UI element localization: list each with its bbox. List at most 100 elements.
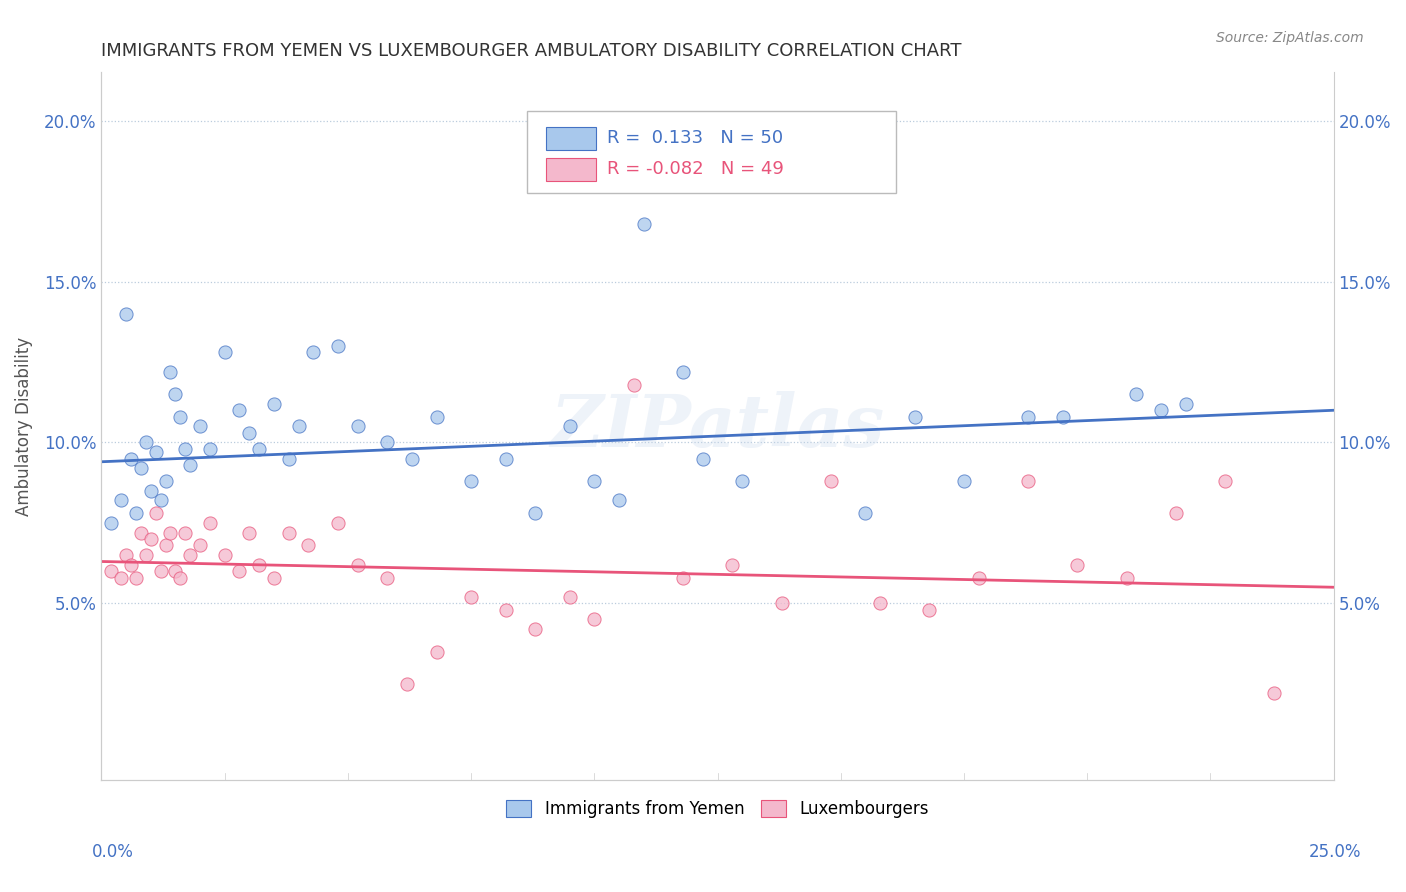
Point [263, 397, 285, 411]
Point [297, 538, 319, 552]
Point [426, 409, 449, 424]
Point [558, 419, 581, 434]
Point [129, 525, 152, 540]
Point [583, 612, 606, 626]
Point [139, 532, 162, 546]
Text: R =  0.133   N = 50: R = 0.133 N = 50 [606, 129, 783, 147]
Point [672, 365, 695, 379]
Point [100, 564, 122, 578]
Y-axis label: Ambulatory Disability: Ambulatory Disability [15, 337, 32, 516]
Point [125, 506, 148, 520]
Point [228, 564, 250, 578]
Point [120, 558, 142, 572]
Point [155, 538, 177, 552]
Point [401, 451, 423, 466]
Text: IMMIGRANTS FROM YEMEN VS LUXEMBOURGER AMBULATORY DISABILITY CORRELATION CHART: IMMIGRANTS FROM YEMEN VS LUXEMBOURGER AM… [101, 42, 962, 60]
Point [145, 445, 167, 459]
Point [607, 493, 630, 508]
Point [770, 596, 793, 610]
Text: R = -0.082   N = 49: R = -0.082 N = 49 [606, 161, 783, 178]
Point [820, 474, 842, 488]
Point [145, 506, 167, 520]
Point [238, 525, 260, 540]
Point [135, 435, 157, 450]
Point [149, 493, 172, 508]
Point [110, 571, 132, 585]
Point [1125, 387, 1147, 401]
Point [149, 564, 172, 578]
Point [1150, 403, 1173, 417]
Point [672, 571, 695, 585]
Point [179, 548, 201, 562]
Point [460, 590, 482, 604]
Point [623, 377, 645, 392]
Point [346, 419, 368, 434]
Point [1052, 409, 1074, 424]
Point [287, 419, 309, 434]
Point [165, 564, 187, 578]
Point [524, 622, 547, 636]
Point [396, 677, 419, 691]
Point [247, 442, 270, 456]
Point [228, 403, 250, 417]
Point [174, 442, 197, 456]
Point [188, 538, 211, 552]
Point [198, 516, 221, 530]
Point [120, 451, 142, 466]
Point [721, 558, 744, 572]
Point [129, 461, 152, 475]
Point [375, 571, 398, 585]
Point [1164, 506, 1187, 520]
Text: ZIPatlas: ZIPatlas [551, 391, 884, 462]
Point [869, 596, 891, 610]
Point [159, 365, 181, 379]
Point [179, 458, 201, 472]
Point [967, 571, 990, 585]
Point [426, 644, 449, 658]
Point [247, 558, 270, 572]
Point [135, 548, 157, 562]
Point [198, 442, 221, 456]
Point [326, 339, 349, 353]
Point [731, 474, 754, 488]
Point [780, 153, 803, 167]
Point [495, 603, 517, 617]
Point [1066, 558, 1088, 572]
Point [214, 548, 236, 562]
Point [100, 516, 122, 530]
Point [953, 474, 976, 488]
Point [115, 548, 138, 562]
Point [115, 307, 138, 321]
Text: Source: ZipAtlas.com: Source: ZipAtlas.com [1216, 31, 1364, 45]
Point [159, 525, 181, 540]
Point [1174, 397, 1197, 411]
Point [263, 571, 285, 585]
Point [165, 387, 187, 401]
Point [524, 506, 547, 520]
Point [904, 409, 927, 424]
Point [110, 493, 132, 508]
Point [155, 474, 177, 488]
Point [169, 409, 191, 424]
Point [583, 474, 606, 488]
Point [633, 217, 655, 231]
FancyBboxPatch shape [547, 158, 596, 181]
Point [169, 571, 191, 585]
Point [1017, 409, 1039, 424]
Point [214, 345, 236, 359]
Point [238, 425, 260, 440]
Point [1263, 686, 1285, 700]
Point [558, 590, 581, 604]
Point [495, 451, 517, 466]
Point [1115, 571, 1137, 585]
Point [125, 571, 148, 585]
FancyBboxPatch shape [527, 112, 896, 193]
Point [174, 525, 197, 540]
Point [375, 435, 398, 450]
Point [1017, 474, 1039, 488]
Point [326, 516, 349, 530]
Point [692, 451, 714, 466]
Point [1213, 474, 1236, 488]
Point [277, 451, 299, 466]
Point [855, 506, 877, 520]
